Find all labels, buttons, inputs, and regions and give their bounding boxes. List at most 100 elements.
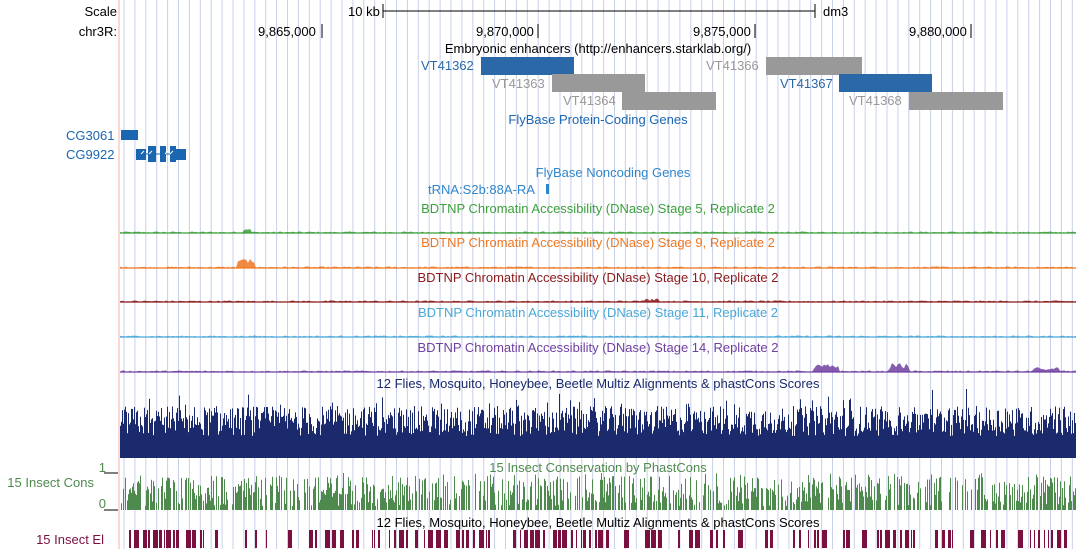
cons15-bar bbox=[579, 476, 580, 510]
elements-left-label[interactable]: 15 Insect El bbox=[36, 532, 104, 547]
cons15-bar bbox=[307, 478, 308, 510]
cons15-bar bbox=[929, 479, 930, 510]
elements-track-title[interactable]: 12 Flies, Mosquito, Honeybee, Beetle Mul… bbox=[376, 515, 820, 530]
multiz-bar bbox=[370, 417, 371, 458]
conserved-element bbox=[658, 530, 662, 548]
multiz-bar bbox=[149, 398, 150, 458]
multiz-bar bbox=[175, 430, 176, 458]
multiz-bar bbox=[961, 416, 962, 458]
noncoding-gene-label[interactable]: tRNA:S2b:88A-RA bbox=[428, 182, 535, 197]
gene-label-cg3061[interactable]: CG3061 bbox=[66, 128, 115, 143]
multiz-track-title[interactable]: 12 Flies, Mosquito, Honeybee, Beetle Mul… bbox=[376, 376, 820, 391]
enhancer-label-vt41364[interactable]: VT41364 bbox=[563, 93, 616, 108]
chrom-label: chr3R: bbox=[78, 24, 117, 39]
multiz-bar bbox=[219, 431, 220, 458]
multiz-bar bbox=[182, 421, 183, 458]
multiz-bar bbox=[192, 415, 193, 458]
multiz-bar bbox=[942, 431, 943, 458]
dnase-stage9-title[interactable]: BDTNP Chromatin Accessibility (DNase) St… bbox=[421, 235, 775, 250]
multiz-bar bbox=[231, 428, 232, 458]
conserved-element bbox=[911, 530, 912, 548]
dnase-stage11-title[interactable]: BDTNP Chromatin Accessibility (DNase) St… bbox=[417, 305, 779, 320]
cons15-bar bbox=[537, 499, 538, 510]
multiz-bar bbox=[279, 422, 280, 458]
multiz-bar bbox=[122, 410, 123, 458]
multiz-bar bbox=[940, 411, 941, 458]
conserved-element bbox=[479, 530, 484, 548]
enhancer-label-vt41366[interactable]: VT41366 bbox=[706, 58, 759, 73]
cons15-bar bbox=[618, 492, 619, 510]
enhancer-label-vt41362[interactable]: VT41362 bbox=[421, 58, 474, 73]
dnase-stage10-title[interactable]: BDTNP Chromatin Accessibility (DNase) St… bbox=[417, 270, 779, 285]
multiz-bar bbox=[938, 416, 939, 458]
multiz-bar bbox=[591, 409, 592, 458]
cons15-bar bbox=[169, 478, 170, 510]
multiz-bar bbox=[503, 410, 504, 458]
multiz-bar bbox=[650, 415, 651, 458]
multiz-bar bbox=[301, 427, 302, 458]
multiz-bar bbox=[365, 435, 366, 458]
dnase-stage5-title[interactable]: BDTNP Chromatin Accessibility (DNase) St… bbox=[421, 201, 775, 216]
conserved-element bbox=[1044, 530, 1045, 548]
multiz-bar bbox=[603, 420, 604, 458]
multiz-bar bbox=[238, 408, 239, 458]
multiz-bar bbox=[573, 406, 574, 458]
cons15-bar bbox=[412, 493, 413, 510]
conserved-element bbox=[793, 530, 795, 548]
cons15-bar bbox=[967, 491, 968, 510]
multiz-bar bbox=[839, 429, 840, 458]
multiz-bar bbox=[915, 413, 916, 458]
conserved-element bbox=[428, 530, 433, 548]
conserved-element bbox=[905, 530, 909, 548]
cons15-track-title[interactable]: 15 Insect Conservation by PhastCons bbox=[489, 460, 707, 475]
protein-coding-track-title[interactable]: FlyBase Protein-Coding Genes bbox=[508, 112, 688, 127]
multiz-bar bbox=[1073, 433, 1074, 458]
multiz-bar bbox=[966, 389, 967, 458]
multiz-bar bbox=[722, 430, 723, 458]
cons15-bar bbox=[245, 497, 246, 510]
multiz-bar bbox=[984, 425, 985, 458]
multiz-bar bbox=[309, 414, 310, 458]
multiz-bar bbox=[962, 409, 963, 458]
multiz-bar bbox=[1009, 414, 1010, 458]
enhancer-label-vt41368[interactable]: VT41368 bbox=[849, 93, 902, 108]
multiz-bar bbox=[749, 411, 750, 458]
cons15-bar bbox=[1047, 484, 1048, 510]
enhancer-label-vt41367[interactable]: VT41367 bbox=[780, 76, 833, 91]
multiz-bar bbox=[434, 408, 435, 458]
dnase-stage14-title[interactable]: BDTNP Chromatin Accessibility (DNase) St… bbox=[417, 340, 779, 355]
noncoding-track-title[interactable]: FlyBase Noncoding Genes bbox=[535, 165, 691, 180]
cons15-bar bbox=[619, 485, 620, 510]
enhancer-label-vt41363[interactable]: VT41363 bbox=[492, 76, 545, 91]
multiz-bar bbox=[214, 408, 215, 458]
cons15-bar bbox=[821, 483, 822, 510]
strand-arrow bbox=[148, 150, 153, 155]
multiz-bar bbox=[325, 423, 326, 458]
cons15-bar bbox=[434, 500, 435, 510]
multiz-bar bbox=[614, 430, 615, 458]
cons15-bar bbox=[210, 500, 211, 510]
gene-label-cg9922[interactable]: CG9922 bbox=[66, 147, 115, 162]
cons15-bar bbox=[978, 477, 979, 510]
cons15-bar bbox=[198, 484, 199, 510]
multiz-bar bbox=[588, 420, 589, 458]
multiz-bar bbox=[712, 411, 713, 458]
cons15-bar bbox=[385, 492, 386, 510]
multiz-bar bbox=[505, 425, 506, 458]
multiz-bar bbox=[558, 430, 559, 458]
cons15-left-label[interactable]: 15 Insect Cons bbox=[7, 475, 94, 490]
cons15-bar bbox=[492, 483, 493, 510]
multiz-bar bbox=[422, 430, 423, 458]
multiz-bar bbox=[630, 428, 631, 458]
cons15-bar bbox=[1046, 504, 1047, 510]
enhancers-track-title[interactable]: Embryonic enhancers (http://enhancers.st… bbox=[444, 41, 752, 56]
multiz-bar bbox=[281, 416, 282, 458]
cons15-bar bbox=[372, 503, 373, 510]
multiz-bar bbox=[900, 412, 901, 458]
cons15-bar bbox=[377, 499, 378, 510]
multiz-bar bbox=[986, 407, 987, 458]
multiz-bar bbox=[968, 407, 969, 458]
cons15-bar bbox=[1071, 501, 1072, 510]
